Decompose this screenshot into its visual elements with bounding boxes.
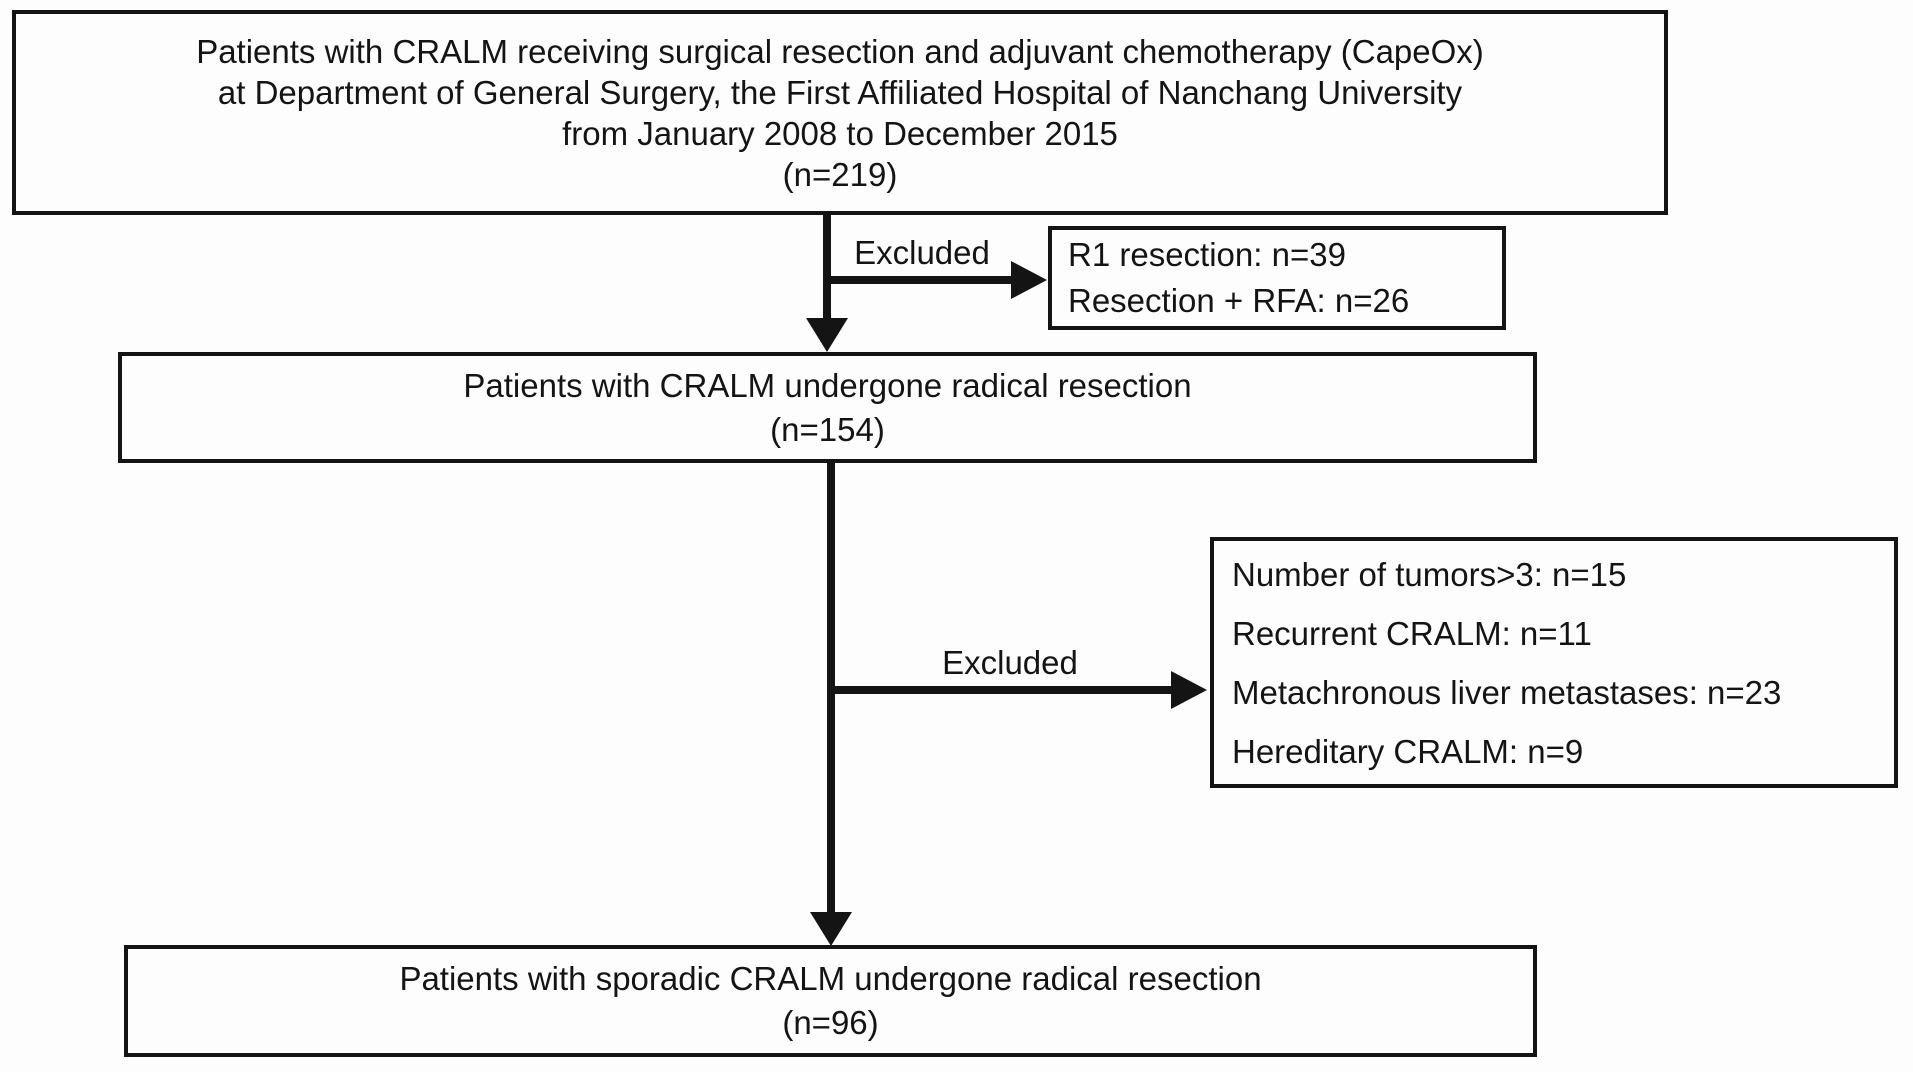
box-sporadic: Patients with sporadic CRALM undergone r…	[124, 945, 1537, 1057]
box-exclusion-2-line-4: Hereditary CRALM: n=9	[1232, 732, 1584, 770]
arrowhead-right-icon-1	[1011, 261, 1047, 299]
box-radical-resection-line-1: Patients with CRALM undergone radical re…	[463, 366, 1192, 404]
box-enrollment-line-2: at Department of General Surgery, the Fi…	[217, 73, 1463, 111]
connector-vertical-line-1	[823, 214, 831, 320]
box-enrollment: Patients with CRALM receiving surgical r…	[12, 10, 1668, 215]
arrowhead-down-icon-2	[810, 912, 852, 946]
box-enrollment-line-1: Patients with CRALM receiving surgical r…	[196, 32, 1484, 70]
branch-horizontal-line-1	[823, 276, 1015, 284]
box-exclusion-2: Number of tumors>3: n=15 Recurrent CRALM…	[1210, 537, 1898, 788]
box-sporadic-count: (n=96)	[782, 1004, 879, 1041]
box-enrollment-count: (n=219)	[782, 155, 898, 193]
box-exclusion-1: R1 resection: n=39 Resection + RFA: n=26	[1048, 226, 1506, 330]
box-exclusion-2-line-3: Metachronous liver metastases: n=23	[1232, 673, 1782, 711]
excluded-label-1: Excluded	[854, 234, 990, 271]
arrowhead-down-icon-1	[806, 318, 848, 352]
excluded-label-2: Excluded	[942, 644, 1078, 681]
box-sporadic-line-1: Patients with sporadic CRALM undergone r…	[399, 960, 1262, 997]
box-radical-resection-count: (n=154)	[770, 410, 885, 448]
box-enrollment-line-3: from January 2008 to December 2015	[562, 114, 1118, 152]
branch-horizontal-line-2	[827, 686, 1173, 694]
box-exclusion-1-line-1: R1 resection: n=39	[1068, 236, 1346, 273]
box-radical-resection: Patients with CRALM undergone radical re…	[118, 352, 1537, 463]
box-exclusion-2-line-1: Number of tumors>3: n=15	[1232, 555, 1627, 593]
box-exclusion-2-line-2: Recurrent CRALM: n=11	[1232, 614, 1592, 652]
arrowhead-right-icon-2	[1171, 671, 1207, 709]
box-exclusion-1-line-2: Resection + RFA: n=26	[1068, 282, 1410, 319]
